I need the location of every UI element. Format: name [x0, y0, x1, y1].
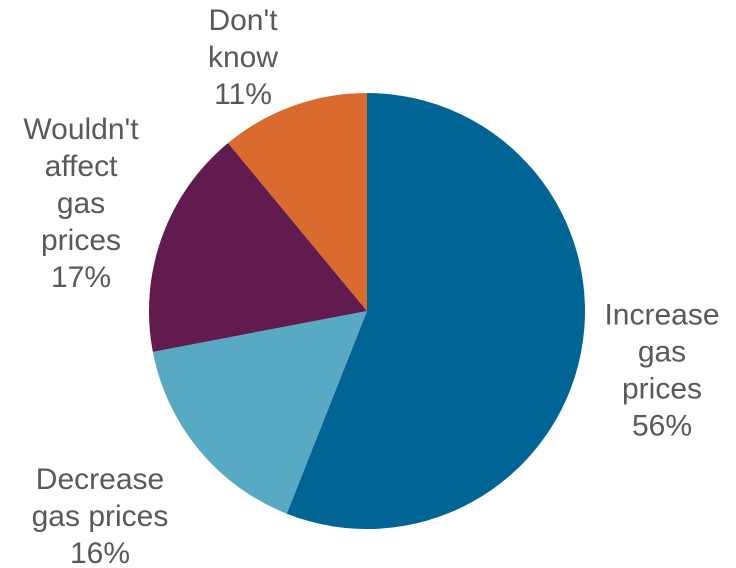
pie-value-label: 16% — [70, 537, 130, 568]
pie-category-label: gas — [638, 336, 686, 369]
pie-label-don-t-know: Don't know 11% — [208, 4, 278, 111]
pie-category-label: gas — [57, 187, 105, 220]
pie-labels: Increase gas prices 56% Decrease gas prices 16… — [23, 4, 719, 568]
pie-category-label: affect — [45, 150, 118, 183]
pie-value-label: 56% — [632, 410, 692, 443]
pie-slice-decrease-gas-prices — [152, 311, 367, 514]
pie-category-label: Don't — [208, 4, 278, 37]
pie-label-increase-gas-prices: Increase gas prices 56% — [604, 299, 719, 443]
pie-label-decrease-gas-prices: Decrease gas prices 16% — [32, 463, 169, 568]
pie-category-label: Increase — [604, 299, 719, 332]
pie-label-wouldn-t-affect-gas-prices: Wouldn't affect gas prices 17% — [23, 113, 139, 294]
pie-value-label: 11% — [214, 78, 272, 111]
pie-slice-wouldn-t-affect-gas-prices — [148, 143, 367, 352]
pie-category-label: Wouldn't — [23, 113, 139, 146]
pie-category-label: Decrease — [36, 463, 164, 496]
pie-category-label: prices — [41, 224, 121, 257]
pie-slice-don-t-know — [228, 93, 367, 311]
pie-category-label: gas prices — [32, 500, 169, 533]
pie-category-label: know — [208, 41, 278, 74]
pie-slices — [148, 93, 586, 529]
pie-category-label: prices — [622, 373, 702, 406]
pie-value-label: 17% — [51, 261, 111, 294]
pie-slice-increase-gas-prices — [286, 93, 586, 529]
